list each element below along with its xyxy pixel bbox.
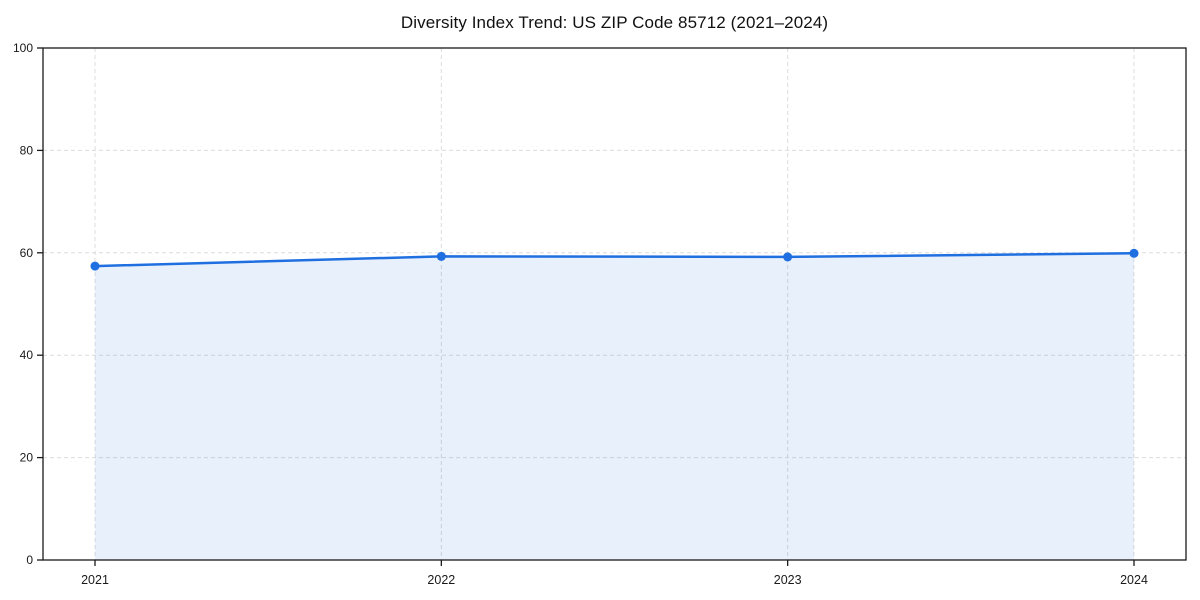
area-fill <box>95 253 1134 560</box>
plot-border <box>42 47 1187 561</box>
y-tick-label: 60 <box>20 246 34 260</box>
data-points <box>90 248 1139 271</box>
data-point <box>90 261 100 271</box>
x-tick-label: 2022 <box>427 573 455 587</box>
gridlines <box>43 48 1186 560</box>
x-tick-label: 2021 <box>81 573 109 587</box>
data-point <box>1129 248 1139 258</box>
y-tick-label: 80 <box>20 143 34 157</box>
data-point <box>783 252 793 262</box>
data-point <box>436 251 446 261</box>
chart-title: Diversity Index Trend: US ZIP Code 85712… <box>400 13 829 32</box>
x-tick-label: 2023 <box>774 573 802 587</box>
y-tick-label: 20 <box>20 451 34 465</box>
y-tick-label: 0 <box>26 553 33 567</box>
y-tick-label: 40 <box>20 348 34 362</box>
axes-ticks: 0 20 40 60 80 100 2021 2022 2023 2024 <box>13 41 1148 587</box>
series-line <box>93 252 1136 268</box>
y-tick-label: 100 <box>13 41 33 55</box>
x-tick-label: 2024 <box>1120 573 1148 587</box>
